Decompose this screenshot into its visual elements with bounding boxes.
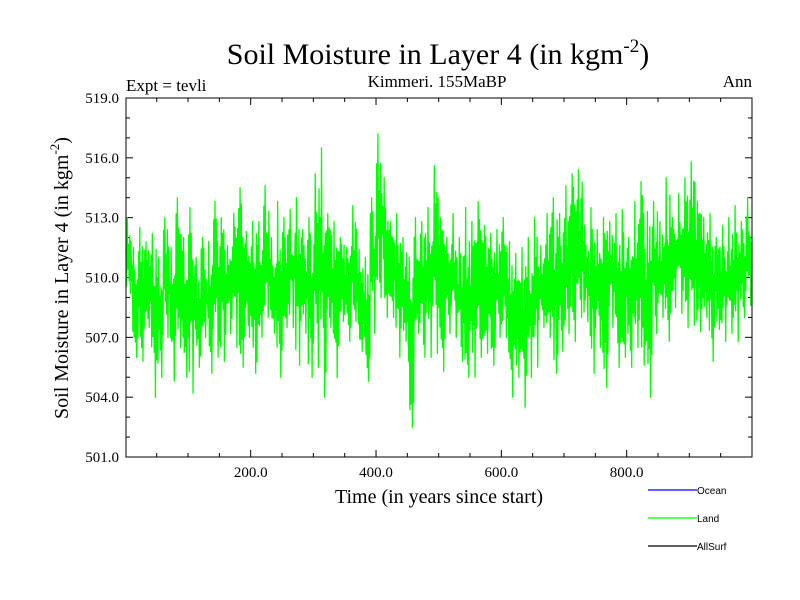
y-tick-label: 519.0 [85, 91, 119, 107]
subtitle-season: Ann [723, 72, 753, 91]
x-tick-label: 800.0 [610, 465, 644, 481]
subtitle-period: Kimmeri. 155MaBP [368, 72, 507, 91]
chart-title: Soil Moisture in Layer 4 (in kgm-2) [227, 36, 649, 71]
series-layer [125, 133, 753, 428]
y-tick-label: 516.0 [85, 151, 119, 167]
legend-label-allsurf: AllSurf [697, 542, 727, 553]
y-tick-label: 501.0 [85, 450, 119, 466]
x-tick-labels: 200.0 400.0 600.0 800.0 [234, 465, 644, 481]
legend-label-ocean: Ocean [697, 486, 726, 497]
subtitle-expt: Expt = tevli [126, 76, 207, 95]
y-tick-label: 504.0 [85, 390, 119, 406]
x-tick-label: 200.0 [234, 465, 268, 481]
x-axis-label: Time (in years since start) [335, 486, 543, 508]
x-tick-label: 400.0 [359, 465, 393, 481]
plot-frame [125, 97, 753, 458]
series-line-land [125, 133, 753, 428]
y-tick-label: 513.0 [85, 211, 119, 227]
y-tick-label: 510.0 [85, 271, 119, 287]
x-tick-label: 600.0 [484, 465, 518, 481]
y-tick-labels: 501.0 504.0 507.0 510.0 513.0 516.0 519.0 [85, 91, 119, 466]
chart-title-end: ) [639, 38, 649, 71]
legend: Ocean Land AllSurf [648, 486, 727, 553]
y-axis-label-end: ) [51, 137, 73, 144]
y-axis-label-superscript: -2 [47, 144, 62, 155]
legend-label-land: Land [697, 514, 719, 525]
y-tick-label: 507.0 [85, 330, 119, 346]
y-axis-label: Soil Moisture in Layer 4 (in kgm-2) [47, 137, 73, 419]
chart-title-superscript: -2 [623, 36, 639, 57]
